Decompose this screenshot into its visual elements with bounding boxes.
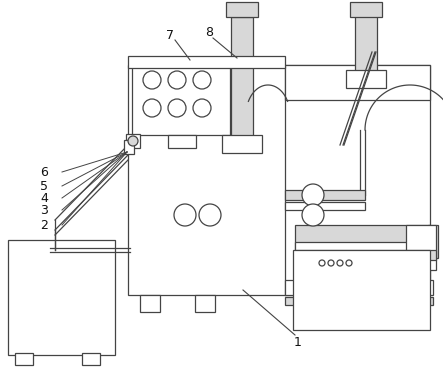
Text: 6: 6 [40,165,48,178]
Bar [128,65,430,295]
Bar [295,225,430,255]
Bar [15,353,33,365]
Circle shape [168,71,186,89]
Text: 5: 5 [40,180,48,193]
Bar [128,56,285,68]
Text: 3: 3 [40,204,48,217]
Bar [295,295,315,312]
Circle shape [199,204,221,226]
Bar [132,60,230,135]
Bar [406,225,436,270]
Bar [295,242,430,250]
Bar [222,135,262,153]
Bar [140,295,160,312]
Bar [124,140,134,154]
Bar [231,17,253,145]
Circle shape [143,99,161,117]
Circle shape [193,99,211,117]
Bar [226,2,258,17]
Text: 2: 2 [40,219,48,232]
Circle shape [174,204,196,226]
Bar [406,250,436,260]
Bar [285,190,365,200]
Circle shape [128,136,138,146]
Circle shape [143,71,161,89]
Bar [126,134,140,148]
Circle shape [302,204,324,226]
Polygon shape [285,240,295,255]
Circle shape [346,260,352,266]
Text: 8: 8 [205,26,213,39]
Bar [285,297,433,305]
Bar [8,240,115,355]
Bar [82,353,100,365]
Bar [355,10,377,80]
Circle shape [319,260,325,266]
Text: 1: 1 [294,335,302,348]
Bar [346,70,386,88]
Bar [428,225,438,258]
Circle shape [193,71,211,89]
Bar [293,250,430,330]
Bar [285,65,430,100]
Circle shape [337,260,343,266]
Bar [400,295,420,312]
Circle shape [168,99,186,117]
Bar [195,295,215,312]
Bar [315,253,355,273]
Text: 4: 4 [40,191,48,204]
Circle shape [328,260,334,266]
Bar [350,2,382,17]
Text: 7: 7 [166,29,174,42]
Bar [285,280,433,295]
Bar [285,202,365,210]
Circle shape [302,184,324,206]
Bar [168,135,196,148]
